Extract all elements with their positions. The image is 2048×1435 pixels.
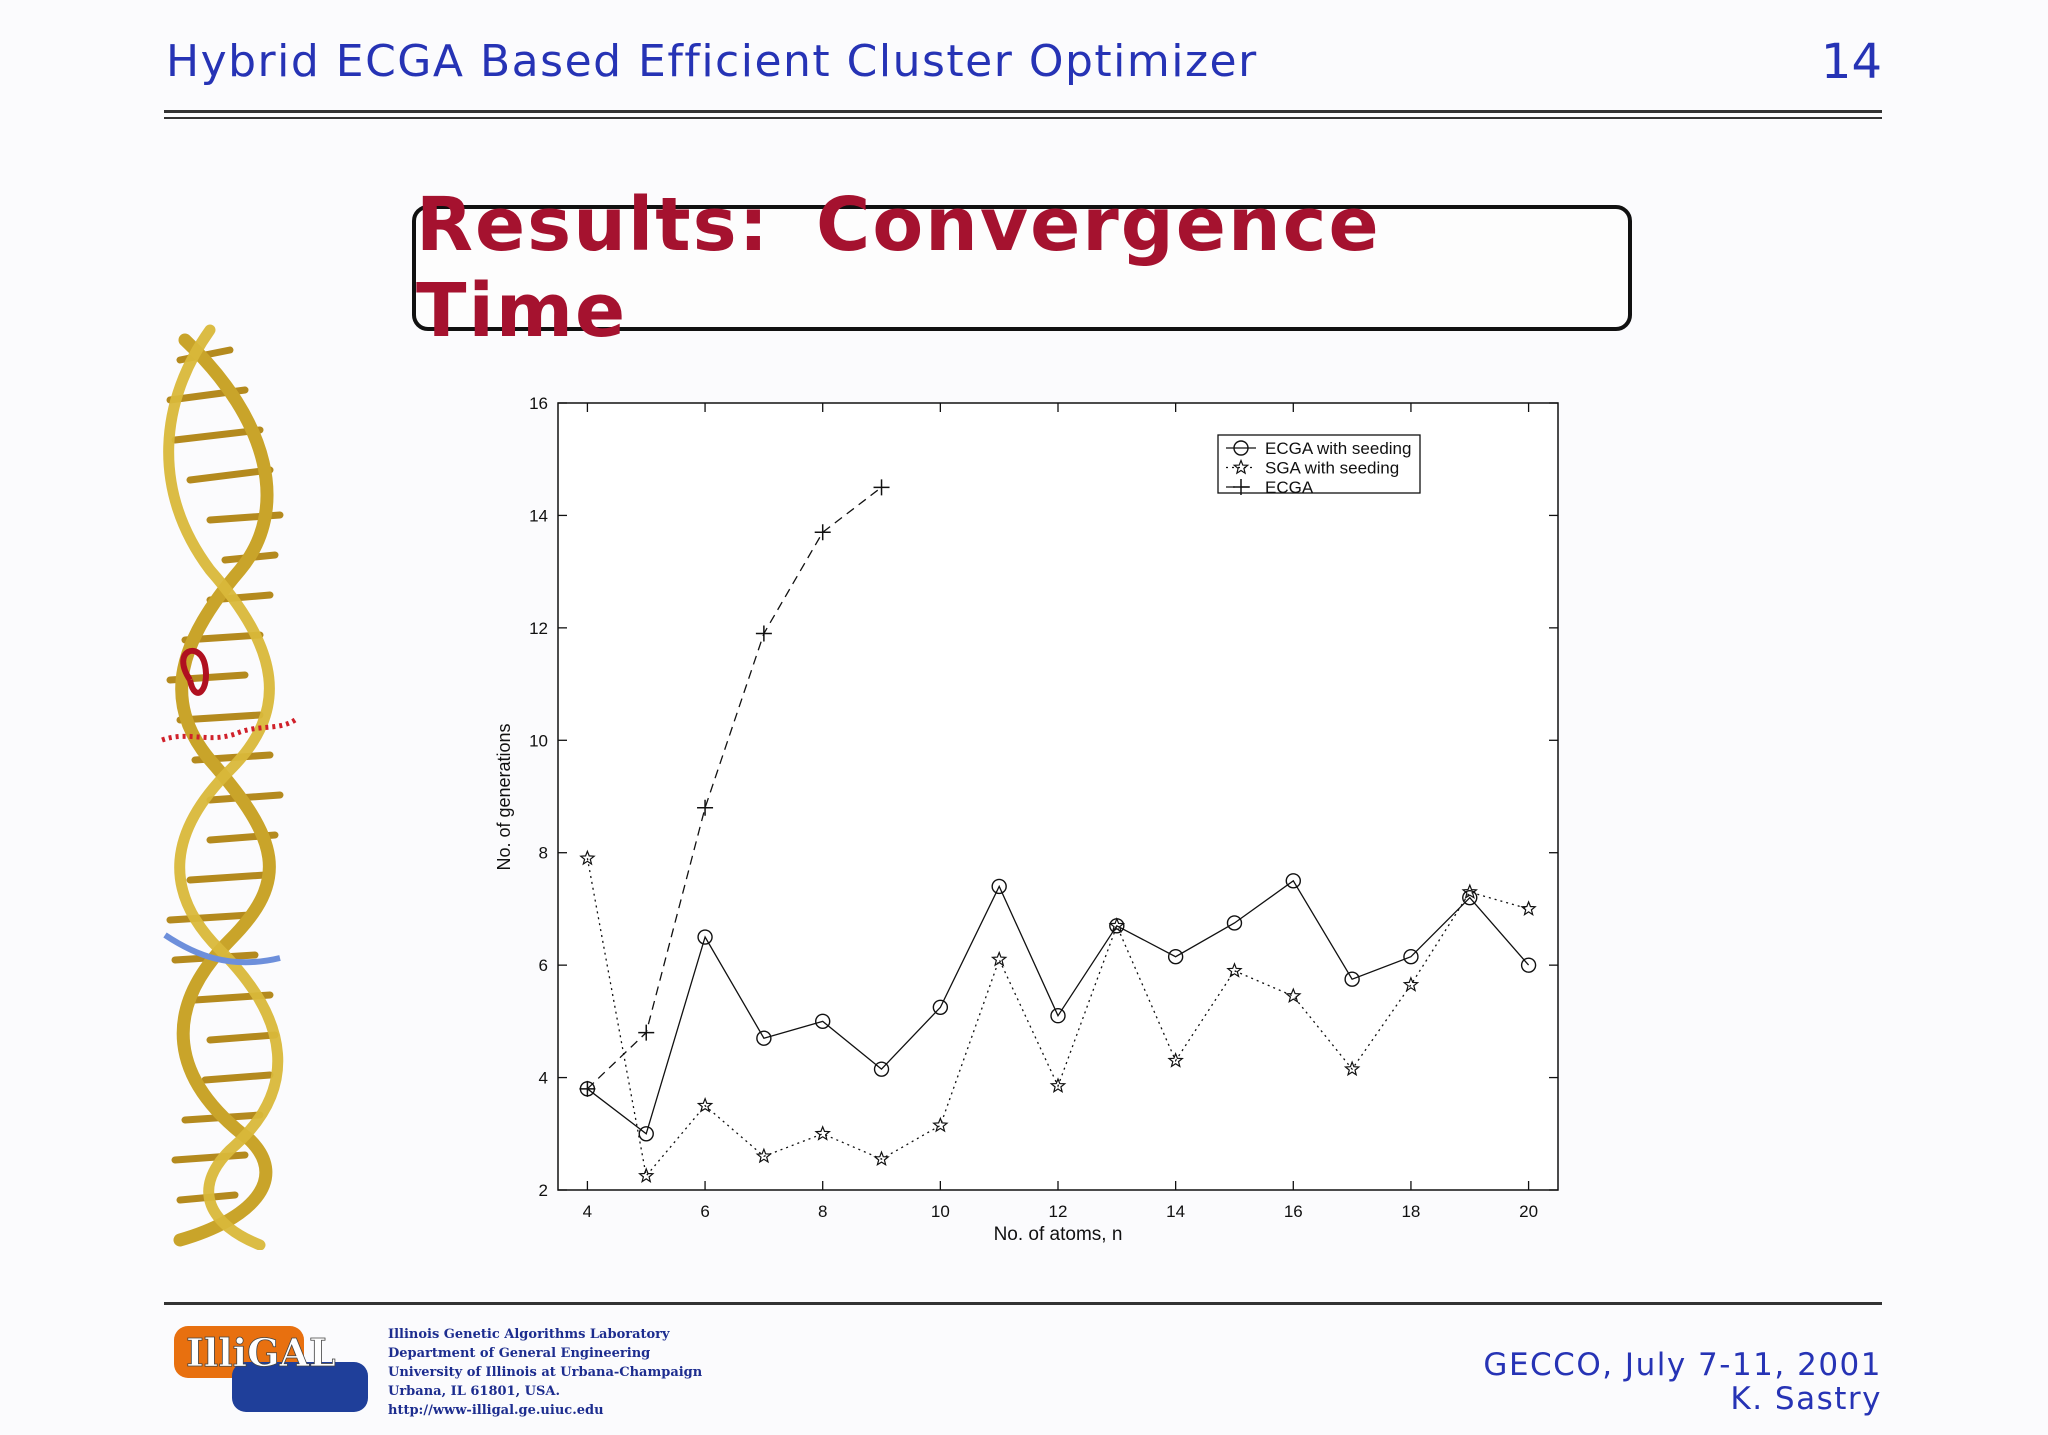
y-tick-label: 4 <box>539 1069 548 1088</box>
x-axis-label: No. of atoms, n <box>994 1224 1123 1245</box>
y-tick-label: 8 <box>539 844 548 863</box>
star-marker <box>696 1097 714 1113</box>
star-marker <box>755 1147 773 1164</box>
y-tick-label: 6 <box>539 956 548 975</box>
circle-marker <box>1226 915 1243 931</box>
logo-blue-block <box>232 1362 368 1412</box>
lab-line: Illinois Genetic Algorithms Laboratory <box>388 1327 670 1342</box>
star-marker <box>814 1125 832 1141</box>
conference-text: GECCO, July 7-11, 2001 <box>1483 1347 1882 1383</box>
circle-marker <box>873 1061 890 1077</box>
circle-marker <box>932 999 949 1016</box>
circle-marker <box>1050 1008 1066 1024</box>
series-sga-with-seeding <box>579 849 1537 1183</box>
legend-marker <box>1232 458 1250 475</box>
plus-marker <box>814 524 831 541</box>
star-marker <box>932 1116 949 1133</box>
circle-marker <box>1344 971 1360 987</box>
plus-marker <box>755 625 772 642</box>
star-marker <box>1108 917 1126 933</box>
y-axis-label: No. of generations <box>494 723 514 870</box>
circle-marker <box>756 1030 772 1046</box>
plus-marker <box>1233 479 1249 495</box>
star-marker <box>579 849 596 866</box>
star-marker <box>1226 962 1243 978</box>
series-ecga <box>579 479 890 1097</box>
star-marker <box>1402 976 1420 992</box>
dna-blue-band <box>163 932 281 966</box>
convergence-chart: 2 4 6 8 10 12 14 16 4 6 8 10 12 14 16 18 20 ECGA with s… <box>494 394 1559 1245</box>
series-line <box>586 858 1529 1178</box>
series-line <box>587 879 1530 1135</box>
legend-label: ECGA <box>1265 478 1314 497</box>
x-tick-label: 20 <box>1519 1202 1538 1221</box>
star-marker <box>638 1167 655 1183</box>
circle-marker <box>1167 949 1184 965</box>
dna-strand-b <box>163 324 284 1250</box>
plus-marker <box>638 1024 655 1041</box>
legend-label: ECGA with seeding <box>1265 439 1411 458</box>
star-marker <box>990 950 1008 967</box>
x-tick-label: 10 <box>931 1202 950 1221</box>
footer-info: GECCO, July 7-11, 2001 K. Sastry <box>1483 1348 1882 1416</box>
legend-marker <box>1233 479 1249 495</box>
y-tick-label: 12 <box>529 619 548 638</box>
header-rule-secondary <box>164 117 1882 119</box>
lab-line: University of Illinois at Urbana-Champai… <box>388 1365 703 1380</box>
y-tick-label: 14 <box>529 506 548 525</box>
header-rule <box>164 110 1882 113</box>
logo-top-text: IlliGAL <box>186 1330 336 1375</box>
star-marker <box>873 1150 890 1167</box>
star-marker <box>1461 883 1478 900</box>
lab-line: Urbana, IL 61801, USA. <box>388 1384 560 1399</box>
circle-marker <box>1233 440 1249 456</box>
circle-marker <box>1403 949 1419 965</box>
plot-area <box>557 402 1559 1191</box>
circle-marker <box>638 1126 654 1142</box>
legend-label: SGA with seeding <box>1265 459 1399 478</box>
legend-marker <box>1233 440 1249 456</box>
star-marker <box>1167 1052 1184 1068</box>
x-tick-label: 18 <box>1401 1202 1420 1221</box>
header-title: Hybrid ECGA Based Efficient Cluster Opti… <box>166 36 1258 87</box>
lab-url: http://www-illigal.ge.uiuc.edu <box>388 1403 604 1418</box>
y-tick-label: 2 <box>539 1181 548 1200</box>
star-marker <box>1520 900 1537 916</box>
slide-title: Results: Convergence Time <box>416 182 1381 354</box>
footer-rule <box>164 1302 1882 1305</box>
x-tick-label: 14 <box>1166 1202 1185 1221</box>
lab-line: Department of General Engineering <box>388 1346 651 1361</box>
circle-marker <box>991 878 1007 895</box>
x-tick-label: 6 <box>700 1202 709 1221</box>
dna-helix-image <box>161 324 297 1250</box>
plus-marker <box>873 479 890 496</box>
slide-title-box: Results: Convergence Time <box>412 182 1632 354</box>
dna-strand-a <box>173 333 276 1247</box>
circle-marker <box>815 1013 831 1030</box>
circle-marker <box>697 929 713 945</box>
star-marker <box>1049 1077 1067 1094</box>
x-tick-label: 4 <box>583 1202 592 1221</box>
legend-box <box>1217 434 1421 494</box>
star-marker <box>1285 987 1302 1004</box>
x-tick-label: 8 <box>818 1202 827 1221</box>
y-tick-label: 10 <box>529 731 548 750</box>
illigal-logo: IlliGAL <box>174 1326 368 1412</box>
star-marker <box>1343 1060 1361 1077</box>
circle-marker <box>1285 873 1301 889</box>
dna-red-chain <box>161 717 297 743</box>
y-tick-label: 16 <box>529 394 548 413</box>
page-number: 14 <box>1820 34 1882 90</box>
circle-marker <box>1462 889 1478 906</box>
x-tick-label: 16 <box>1284 1202 1303 1221</box>
circle-marker <box>1520 957 1537 973</box>
x-tick-label: 12 <box>1049 1202 1068 1221</box>
dna-red-loop <box>180 647 209 696</box>
author-text: K. Sastry <box>1730 1381 1882 1417</box>
plus-marker <box>579 1080 596 1097</box>
star-marker <box>1232 458 1250 475</box>
series-line <box>586 486 882 1090</box>
lab-info: Illinois Genetic Algorithms Laboratory D… <box>388 1325 702 1420</box>
plus-marker <box>697 799 714 816</box>
